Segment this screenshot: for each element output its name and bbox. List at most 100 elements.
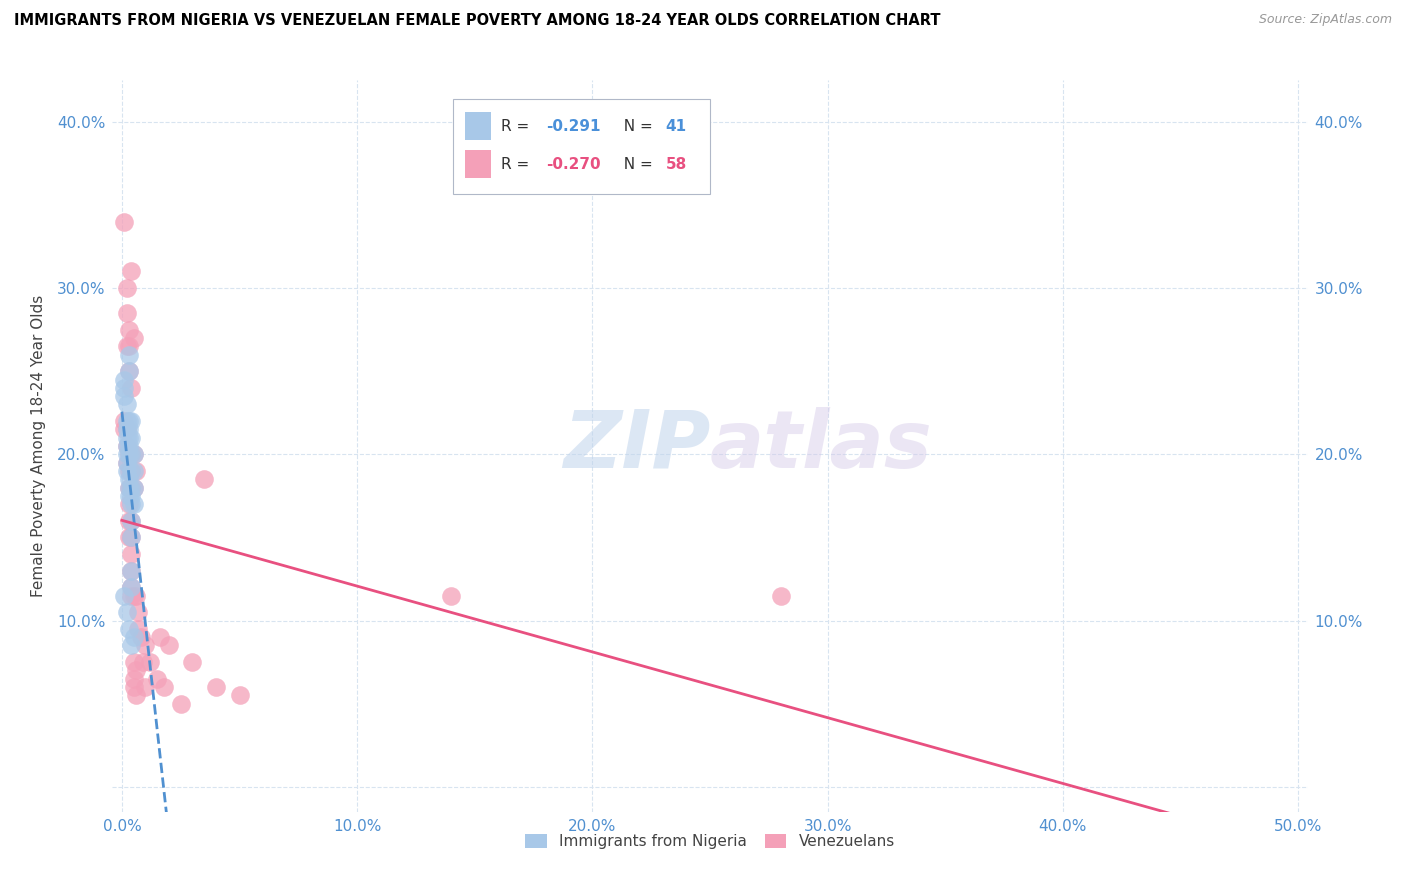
Text: Source: ZipAtlas.com: Source: ZipAtlas.com: [1258, 13, 1392, 27]
Point: [118, 422, 141, 436]
Point: [112, 414, 135, 428]
Bar: [465, 151, 491, 178]
Point: [120, 547, 142, 561]
Point: [122, 589, 145, 603]
Point: [115, 439, 138, 453]
Text: N =: N =: [614, 119, 658, 134]
Point: [112, 422, 135, 436]
Point: [170, 697, 193, 711]
Point: [115, 456, 138, 470]
Point: [120, 481, 142, 495]
Point: [120, 514, 142, 528]
FancyBboxPatch shape: [453, 99, 710, 194]
Point: [118, 447, 141, 461]
Point: [193, 472, 215, 486]
Point: [118, 497, 141, 511]
Point: [118, 622, 141, 636]
Point: [120, 530, 142, 544]
Point: [120, 589, 142, 603]
Point: [127, 622, 149, 636]
Point: [120, 489, 142, 503]
Point: [440, 589, 463, 603]
Point: [157, 639, 180, 653]
Point: [115, 431, 138, 445]
Point: [118, 347, 141, 362]
Point: [120, 639, 142, 653]
Point: [769, 589, 792, 603]
Point: [112, 389, 135, 403]
Point: [115, 422, 138, 436]
Point: [115, 439, 138, 453]
Point: [118, 489, 141, 503]
Point: [120, 564, 142, 578]
Point: [112, 214, 135, 228]
Point: [115, 339, 138, 353]
Point: [118, 472, 141, 486]
Point: [120, 264, 142, 278]
Point: [120, 530, 142, 544]
Point: [118, 414, 141, 428]
Point: [120, 464, 142, 478]
Point: [118, 364, 141, 378]
Point: [120, 564, 142, 578]
Point: [125, 689, 148, 703]
Point: [134, 680, 156, 694]
Point: [118, 323, 141, 337]
Point: [120, 381, 142, 395]
Point: [122, 497, 145, 511]
Text: N =: N =: [614, 157, 658, 172]
Point: [120, 580, 142, 594]
Text: atlas: atlas: [710, 407, 932, 485]
Point: [125, 664, 148, 678]
Text: R =: R =: [501, 119, 534, 134]
Point: [118, 439, 141, 453]
Point: [122, 672, 145, 686]
Point: [115, 422, 138, 436]
Point: [118, 364, 141, 378]
Point: [120, 481, 142, 495]
Point: [153, 680, 176, 694]
Point: [120, 431, 142, 445]
Point: [118, 530, 141, 544]
Point: [122, 447, 145, 461]
Point: [122, 630, 145, 644]
Bar: [465, 112, 491, 140]
Point: [205, 680, 228, 694]
Point: [115, 397, 138, 411]
Point: [132, 655, 155, 669]
Text: -0.270: -0.270: [547, 157, 600, 172]
Point: [120, 414, 142, 428]
Point: [118, 431, 141, 445]
Point: [115, 464, 138, 478]
Point: [118, 481, 141, 495]
Legend: Immigrants from Nigeria, Venezuelans: Immigrants from Nigeria, Venezuelans: [519, 828, 901, 855]
Point: [122, 481, 145, 495]
Point: [118, 339, 141, 353]
Point: [118, 514, 141, 528]
Point: [125, 589, 148, 603]
Text: -0.291: -0.291: [547, 119, 600, 134]
Point: [115, 456, 138, 470]
Text: 41: 41: [666, 119, 688, 134]
Text: 58: 58: [666, 157, 688, 172]
Point: [139, 655, 162, 669]
Point: [120, 464, 142, 478]
Point: [127, 605, 149, 619]
Point: [125, 464, 148, 478]
Text: R =: R =: [501, 157, 534, 172]
Text: ZIP: ZIP: [562, 407, 710, 485]
Point: [120, 580, 142, 594]
Point: [228, 689, 250, 703]
Point: [115, 605, 138, 619]
Text: IMMIGRANTS FROM NIGERIA VS VENEZUELAN FEMALE POVERTY AMONG 18-24 YEAR OLDS CORRE: IMMIGRANTS FROM NIGERIA VS VENEZUELAN FE…: [14, 13, 941, 29]
Point: [122, 464, 145, 478]
Point: [122, 447, 145, 461]
Point: [122, 680, 145, 694]
Point: [112, 381, 135, 395]
Point: [181, 655, 204, 669]
Point: [134, 639, 156, 653]
Point: [120, 447, 142, 461]
Point: [112, 589, 135, 603]
Point: [118, 447, 141, 461]
Point: [122, 655, 145, 669]
